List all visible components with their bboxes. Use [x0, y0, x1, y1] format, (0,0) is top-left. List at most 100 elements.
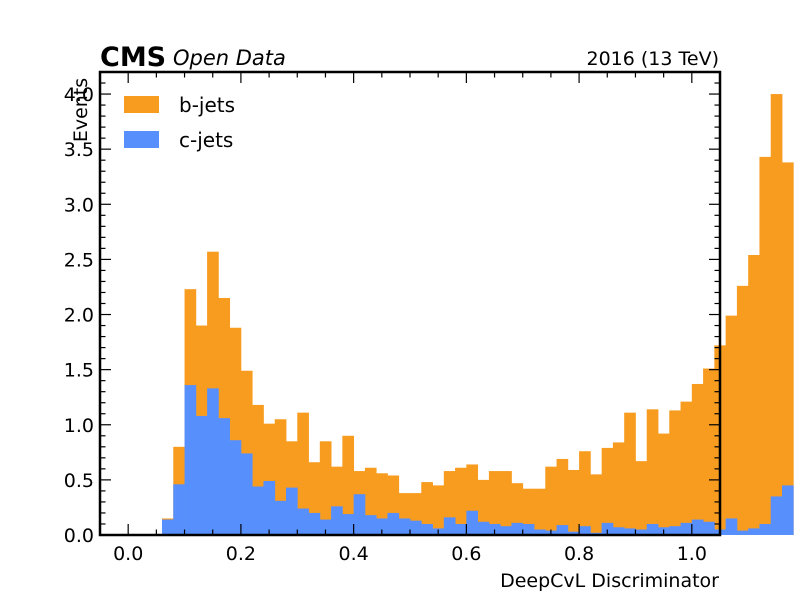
c-jets-bar-29 [455, 523, 467, 535]
b-jets-bar-50 [691, 383, 704, 535]
c-jets-bar-12 [263, 480, 276, 535]
c-jets-bar-11 [252, 486, 264, 535]
legend-label-c-jets: c-jets [179, 128, 233, 152]
c-jets-bar-43 [612, 527, 625, 535]
b-jets-bar-32 [488, 471, 501, 535]
c-jets-bar-4 [173, 484, 185, 535]
y-axis-title: Events [70, 78, 92, 142]
c-jets-bar-34 [511, 522, 524, 535]
c-jets-bar-21 [364, 515, 377, 535]
c-jets-bar-5 [184, 385, 197, 535]
b-jets-bar-40 [579, 451, 591, 535]
b-jets-bar-18 [331, 466, 343, 535]
c-jets-bar-35 [522, 523, 535, 535]
b-jets-bar-17 [319, 441, 332, 535]
c-jets-bar-56 [759, 523, 772, 535]
c-jets-bar-9 [229, 440, 242, 535]
x-tick-label: 0.6 [451, 543, 481, 565]
legend: b-jets c-jets [124, 93, 235, 152]
c-jets-bar-31 [477, 521, 490, 535]
b-jets-bar-55 [748, 255, 760, 535]
y-tick-label: 0.0 [64, 525, 94, 547]
y-tick-label: 1.5 [64, 360, 94, 382]
c-jets-bar-10 [240, 453, 253, 535]
b-jets-bar-58 [782, 162, 794, 535]
b-jets-bar-48 [669, 410, 681, 535]
c-jets-bar-38 [556, 525, 569, 535]
x-tick-label: 1.0 [677, 543, 707, 565]
c-jets-bar-32 [488, 523, 501, 535]
c-jets-bar-24 [398, 518, 411, 535]
c-jets-bar-16 [308, 512, 321, 535]
c-jets-bar-8 [218, 418, 231, 535]
b-jets-bar-53 [725, 315, 738, 535]
plot-frame [98, 70, 722, 537]
b-jets-bar-28 [443, 471, 456, 535]
c-jets-bar-57 [770, 496, 783, 535]
c-jets-bar-48 [669, 526, 681, 535]
c-jets-bar-36 [534, 529, 546, 535]
b-jets-bar-57 [770, 94, 783, 536]
c-jets-bar-23 [387, 512, 400, 535]
c-jets-bar-53 [725, 518, 738, 535]
c-jets-bar-3 [162, 519, 174, 535]
c-jets-bar-33 [500, 526, 512, 535]
c-jets-bar-58 [782, 485, 794, 535]
b-jets-bar-31 [477, 479, 490, 535]
c-jets-bar-39 [567, 531, 580, 535]
c-jets-bar-17 [319, 519, 332, 535]
c-jets-bar-40 [579, 526, 591, 535]
b-jets-bar-33 [500, 471, 512, 535]
c-jets-bar-18 [331, 506, 343, 535]
b-jets-bar-30 [466, 464, 479, 535]
c-jets-bar-13 [274, 500, 287, 535]
legend-swatch-b-jets [124, 96, 159, 113]
c-jets-bar-55 [748, 528, 760, 535]
b-jets-bar-10 [240, 370, 253, 535]
legend-swatch-c-jets [124, 131, 159, 148]
c-jets-bar-30 [466, 510, 479, 535]
c-jets-bar-7 [207, 388, 219, 535]
axis-tick-labels: 0.0 0.2 0.4 0.6 0.8 1.0 0.0 0.5 1.0 1.5 2.0 2.5 3.0 3… [64, 84, 707, 565]
x-tick-label: 0.0 [113, 543, 143, 565]
y-tick-label: 3.5 [64, 139, 94, 161]
x-tick-label: 0.8 [564, 543, 594, 565]
b-jets-bar-51 [703, 368, 715, 535]
y-tick-label: 2.5 [64, 249, 94, 271]
b-jets-bar-41 [590, 474, 603, 535]
b-jets-bar-45 [635, 461, 648, 535]
c-jets-bar-28 [443, 517, 456, 535]
c-jets-bar-20 [353, 494, 366, 535]
y-tick-label: 1.0 [64, 415, 94, 437]
b-jets-bar-24 [398, 493, 411, 535]
b-jets-bar-34 [511, 483, 524, 535]
y-tick-label: 4.0 [64, 84, 94, 106]
b-jets-bar-21 [364, 467, 377, 535]
c-jets-bar-44 [624, 528, 636, 535]
b-jets-bar-56 [759, 156, 772, 535]
b-jets-bar-12 [263, 423, 276, 535]
experiment-label: CMS [100, 42, 166, 73]
b-jets-bar-39 [567, 469, 580, 535]
c-jets-bar-26 [421, 523, 433, 535]
c-jets-bar-45 [635, 529, 648, 535]
b-jets-bar-36 [534, 488, 546, 535]
y-tick-label: 3.0 [64, 194, 94, 216]
c-jets-bar-19 [342, 514, 355, 535]
c-jets-bar-50 [691, 519, 704, 535]
b-jets-bar-47 [658, 433, 670, 535]
c-jets-bar-25 [410, 520, 422, 535]
legend-label-b-jets: b-jets [179, 93, 235, 117]
b-jets-bar-42 [601, 447, 614, 535]
x-axis-title: DeepCvL Discriminator [500, 570, 719, 592]
b-jets-bar-37 [545, 466, 557, 535]
c-jets-bar-49 [680, 522, 693, 535]
c-jets-bar-15 [297, 508, 309, 535]
y-tick-label: 0.5 [64, 470, 94, 492]
b-jets-bar-38 [556, 458, 569, 535]
experiment-subtitle: Open Data [173, 46, 286, 70]
b-jets-bar-44 [624, 412, 636, 535]
lumi-label: 2016 (13 TeV) [587, 48, 720, 70]
b-jets-bar-9 [229, 327, 242, 535]
